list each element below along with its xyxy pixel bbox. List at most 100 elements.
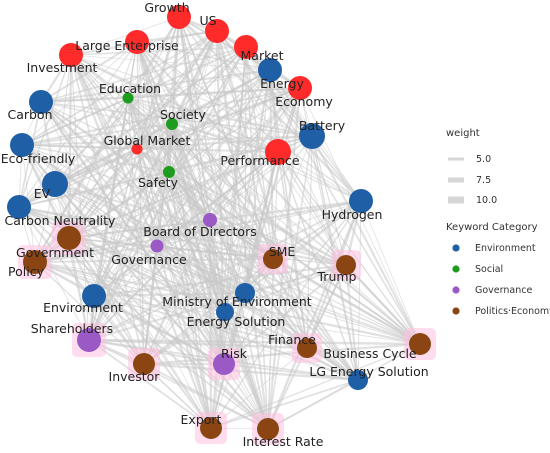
node-label-large-enterprise: Large Enterprise (75, 38, 179, 53)
edge (268, 69, 275, 260)
node-label-market: Market (241, 48, 284, 63)
node-battery (299, 123, 325, 149)
edge (277, 151, 347, 266)
edge (18, 148, 138, 208)
node-business-cycle (409, 333, 431, 355)
node-label-sme: SME (269, 244, 296, 259)
node-energy (258, 58, 282, 82)
node-label-ministry-of-environment: Ministry of Environment (162, 294, 312, 309)
edge (34, 245, 158, 263)
edge (209, 219, 269, 430)
node-ministry-of-environment (235, 283, 255, 303)
edge (210, 347, 308, 429)
edge (210, 343, 421, 429)
edge (34, 258, 274, 263)
edge (311, 135, 347, 266)
edge (156, 245, 359, 381)
node-label-business-cycle: Business Cycle (323, 346, 417, 361)
legend-weight-item: 7.5 (448, 175, 491, 186)
legend-swatch-environment (452, 244, 460, 252)
edge (277, 151, 362, 202)
node-global-market (131, 143, 143, 155)
edge (40, 97, 129, 103)
node-label-battery: Battery (299, 118, 346, 133)
edge (88, 338, 421, 346)
edge (223, 200, 362, 365)
node-ev (42, 171, 68, 197)
node-carbon (29, 90, 53, 114)
node-label-growth: Growth (144, 0, 189, 15)
edge (93, 219, 211, 297)
edge (272, 258, 421, 345)
edge (127, 97, 313, 137)
edge (345, 264, 359, 381)
node-label-performance: Performance (220, 153, 300, 168)
node-energy-solution (216, 303, 234, 321)
edge (267, 135, 313, 430)
edge (93, 295, 269, 430)
node-carbon-neutrality (7, 195, 31, 219)
edge (21, 135, 313, 146)
edge (168, 171, 347, 266)
legend-category-item: Environment (452, 243, 536, 254)
edge (93, 295, 308, 349)
edge (171, 87, 301, 125)
node-shareholders (77, 328, 101, 352)
node-label-carbon: Carbon (7, 107, 52, 122)
edge (18, 206, 158, 247)
node-label-board-of-directors: Board of Directors (143, 224, 256, 239)
node-label-export: Export (181, 412, 222, 427)
node-us (205, 19, 229, 43)
edge (215, 30, 309, 349)
edge (93, 295, 359, 381)
edge (168, 171, 246, 294)
legend-weight-label: 5.0 (476, 154, 491, 165)
edge (156, 245, 269, 430)
edge (136, 135, 313, 150)
node-finance (297, 338, 317, 358)
edge (127, 97, 279, 153)
edge (34, 261, 226, 313)
edge (245, 46, 274, 260)
node-label-eco-friendly: Eco-friendly (1, 151, 76, 166)
legend-swatch-politics-economy (452, 307, 460, 315)
edge (40, 101, 313, 137)
edge (54, 97, 129, 185)
node-label-energy: Energy (260, 76, 304, 91)
edge (209, 135, 313, 221)
node-label-lg-energy-solution: LG Energy Solution (309, 364, 428, 379)
node-label-finance: Finance (268, 332, 316, 347)
edge (68, 219, 211, 239)
node-hydrogen (349, 189, 373, 213)
node-economy (288, 76, 312, 100)
edge (88, 219, 211, 341)
edge (127, 69, 271, 99)
edge (93, 295, 421, 345)
nodes-layer (7, 5, 431, 440)
legend-weight-item: 10.0 (448, 195, 497, 206)
node-label-us: US (199, 13, 216, 28)
edge (127, 97, 362, 202)
node-performance (265, 139, 291, 165)
edge (216, 30, 362, 202)
edge (168, 171, 274, 260)
node-label-hydrogen: Hydrogen (322, 207, 383, 222)
node-sme (263, 249, 283, 269)
edge (70, 54, 271, 71)
edge (54, 183, 145, 365)
node-society (166, 118, 178, 130)
edge (224, 311, 269, 430)
edge (127, 97, 173, 125)
edge (143, 363, 269, 430)
edge (155, 245, 213, 429)
legend-category-label: Environment (475, 243, 536, 254)
edge (21, 144, 170, 173)
edge (210, 258, 274, 429)
edge (21, 143, 279, 154)
edge (68, 237, 212, 429)
edge (357, 200, 362, 381)
edge (21, 97, 129, 146)
edge (93, 200, 362, 297)
edge (266, 200, 363, 430)
